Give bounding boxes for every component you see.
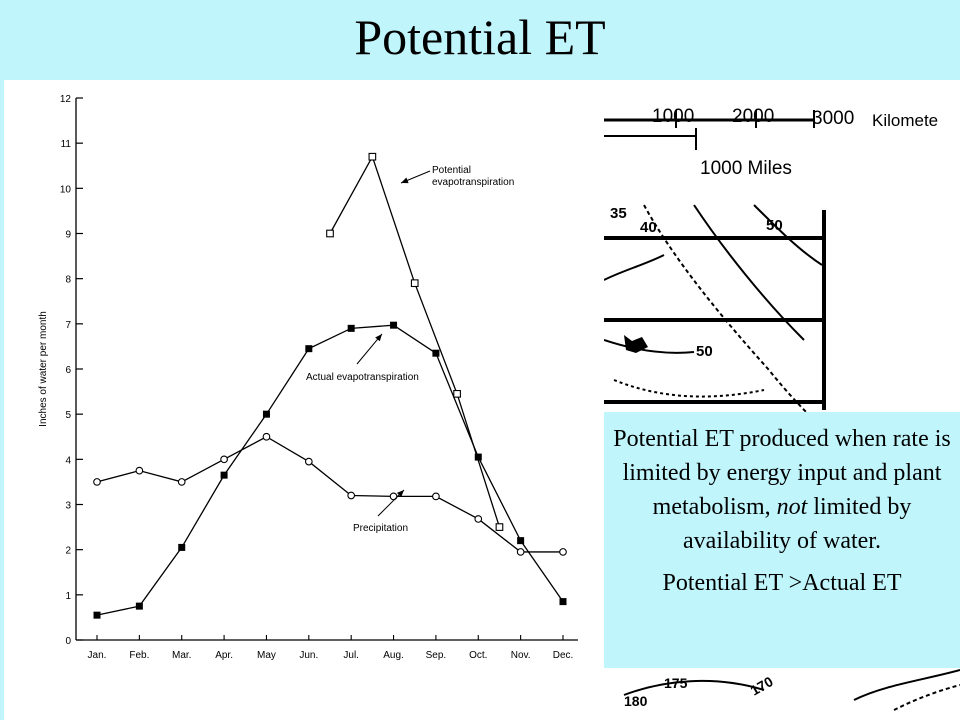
data-point	[474, 453, 482, 461]
data-point	[347, 491, 356, 500]
y-tick-label: 8	[65, 275, 71, 286]
data-point	[474, 515, 483, 523]
contour-line	[604, 254, 665, 281]
contour-label: 35	[610, 205, 627, 222]
data-point	[516, 548, 525, 556]
scale-unit-km: Kilomete	[872, 111, 938, 130]
contour-line	[613, 379, 765, 398]
data-point	[262, 432, 271, 441]
data-point	[517, 537, 525, 545]
data-point	[347, 324, 355, 332]
x-tick-label: Nov.	[511, 650, 531, 661]
data-point	[432, 492, 440, 501]
x-tick-label: Jul.	[343, 650, 359, 661]
data-point	[389, 492, 398, 501]
x-tick-label: Sep.	[426, 650, 447, 661]
series-annotation: Precipitation	[353, 523, 408, 534]
data-point	[390, 321, 398, 329]
y-tick-label: 5	[65, 410, 71, 421]
data-point	[305, 345, 313, 353]
contour-label: 50	[696, 343, 713, 360]
series-annotation: Potential	[432, 165, 471, 176]
callout-conclusion: Potential ET >Actual ET	[662, 570, 902, 596]
x-tick-label: Dec.	[553, 650, 574, 661]
series-annotation: Actual evapotranspiration	[306, 372, 419, 383]
contour-line	[604, 339, 695, 354]
y-tick-label: 10	[60, 184, 72, 195]
x-tick-label: Jan.	[88, 650, 107, 661]
y-tick-label: 3	[65, 501, 71, 512]
y-tick-label: 2	[65, 546, 71, 557]
y-tick-label: 1	[65, 591, 71, 602]
data-point	[262, 410, 270, 418]
contour-line	[643, 204, 820, 426]
data-point	[368, 152, 377, 161]
data-point	[93, 611, 101, 619]
scale-label-miles: 1000 Miles	[700, 158, 792, 179]
contour-line	[893, 684, 960, 711]
y-tick-label: 11	[61, 139, 72, 150]
data-point	[304, 457, 313, 466]
scale-label-1000: 1000	[652, 106, 694, 127]
data-point	[326, 229, 334, 238]
contour-line	[853, 669, 960, 701]
slide-title: Potential ET	[354, 9, 606, 65]
data-point	[135, 466, 144, 475]
data-point	[177, 478, 186, 486]
y-tick-label: 6	[65, 365, 71, 376]
y-tick-label: 0	[65, 636, 71, 647]
x-tick-label: Oct.	[469, 650, 487, 661]
data-point	[453, 389, 461, 398]
x-tick-label: Jun.	[299, 650, 318, 661]
x-tick-label: Aug.	[383, 650, 404, 661]
data-point	[220, 471, 228, 479]
data-point	[495, 523, 504, 531]
annotation-arrowhead	[375, 334, 382, 342]
x-tick-label: Feb.	[129, 650, 149, 661]
contour-label: 40	[640, 219, 657, 236]
x-tick-label: May	[257, 650, 276, 661]
callout-text-part1: Potential ET produced when rate is limit…	[613, 426, 951, 520]
contour-line	[623, 679, 765, 696]
data-point	[220, 455, 228, 464]
y-axis-label: Inches of water per month	[38, 311, 49, 427]
data-point	[93, 478, 101, 486]
contour-label: 175	[664, 675, 688, 691]
annotation-arrowhead	[396, 490, 404, 498]
coastline-blob	[624, 335, 648, 353]
contour-line	[753, 204, 823, 266]
data-point	[178, 543, 186, 551]
data-point	[559, 598, 567, 606]
callout-text-part2: limited by availability of water.	[683, 494, 912, 554]
x-tick-label: Mar.	[172, 650, 191, 661]
callout-text: Potential ET produced when rate is limit…	[604, 412, 960, 558]
data-point	[135, 602, 143, 610]
callout-box: Potential ET produced when rate is limit…	[604, 412, 960, 668]
scale-label-2000: 2000	[732, 106, 774, 127]
y-tick-label: 4	[65, 455, 71, 466]
series-line	[96, 436, 563, 553]
contour-line	[693, 204, 805, 341]
contour-label: 170	[748, 673, 776, 699]
chart-panel: 0 1 2 3 4 5 6 7 8 9 10 11 12 Jan. Feb. Mar. Apr. May Jun. J…	[4, 80, 604, 720]
data-point	[410, 279, 419, 288]
data-point	[559, 548, 567, 556]
series-line	[96, 324, 564, 616]
series-annotation: evapotranspiration	[432, 177, 514, 188]
y-tick-label: 12	[60, 94, 72, 105]
y-tick-label: 7	[65, 320, 71, 331]
annotation-arrowhead	[401, 177, 409, 184]
y-tick-label: 9	[65, 230, 71, 241]
series-line	[329, 155, 501, 528]
x-tick-label: Apr.	[215, 650, 233, 661]
contour-label: 180	[624, 693, 648, 709]
map-drawing: 1000 2000 3000 Kilomete 1000 Miles 35 40…	[604, 106, 960, 711]
contour-label: 50	[766, 217, 783, 234]
scale-label-3000: 3000	[812, 108, 854, 129]
data-point	[432, 349, 440, 357]
callout-emphasis: not	[776, 494, 808, 520]
